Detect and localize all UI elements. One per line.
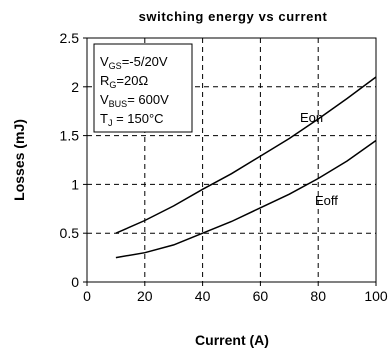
x-axis-ticks: 0 20 40 60 80 100 (83, 282, 388, 304)
condition-value: = 600V (127, 92, 169, 107)
condition-line: VGS=-5/20V (100, 54, 168, 71)
condition-line: VBUS= 600V (100, 92, 169, 109)
conditions-frame (93, 43, 193, 133)
series-labels: Eon Eoff (300, 110, 338, 208)
series-label-eoff: Eoff (315, 193, 338, 208)
x-tick-label: 20 (137, 288, 153, 304)
series-line-eon (115, 76, 377, 234)
x-tick-label: 60 (253, 288, 269, 304)
y-axis-label: Losses (mJ) (11, 119, 27, 201)
condition-value: =20Ω (116, 73, 148, 88)
y-tick-label: 1 (71, 176, 79, 192)
condition-value: = 150°C (112, 111, 163, 126)
y-tick-label: 0 (71, 274, 79, 290)
condition-subscript: J (108, 118, 113, 128)
condition-line: TJ = 150°C (100, 111, 164, 128)
condition-subscript: G (109, 80, 116, 90)
condition-subscript: GS (109, 61, 122, 71)
condition-symbol: V (100, 92, 109, 107)
y-tick-label: 0.5 (60, 225, 80, 241)
x-tick-label: 0 (83, 288, 91, 304)
series-line-eoff (115, 139, 377, 259)
series-label-eon: Eon (300, 110, 323, 125)
chart-title: switching energy vs current (139, 9, 328, 24)
x-tick-label: 40 (195, 288, 211, 304)
condition-symbol: R (100, 73, 109, 88)
x-tick-label: 80 (310, 288, 326, 304)
y-tick-label: 1.5 (60, 128, 80, 144)
series-layer (115, 76, 377, 259)
grid-lines (87, 38, 376, 282)
condition-symbol: V (100, 54, 109, 69)
x-tick-label: 100 (364, 288, 388, 304)
x-axis-label: Current (A) (195, 332, 269, 348)
y-axis-ticks: 0 0.5 1 1.5 2 2.5 (60, 30, 87, 290)
plot-frame (86, 37, 377, 283)
y-tick-label: 2.5 (60, 30, 80, 46)
condition-line: RG=20Ω (100, 73, 148, 90)
condition-value: =-5/20V (122, 54, 168, 69)
condition-subscript: BUS (109, 99, 128, 109)
y-tick-label: 2 (71, 79, 79, 95)
condition-symbol: T (100, 111, 108, 126)
